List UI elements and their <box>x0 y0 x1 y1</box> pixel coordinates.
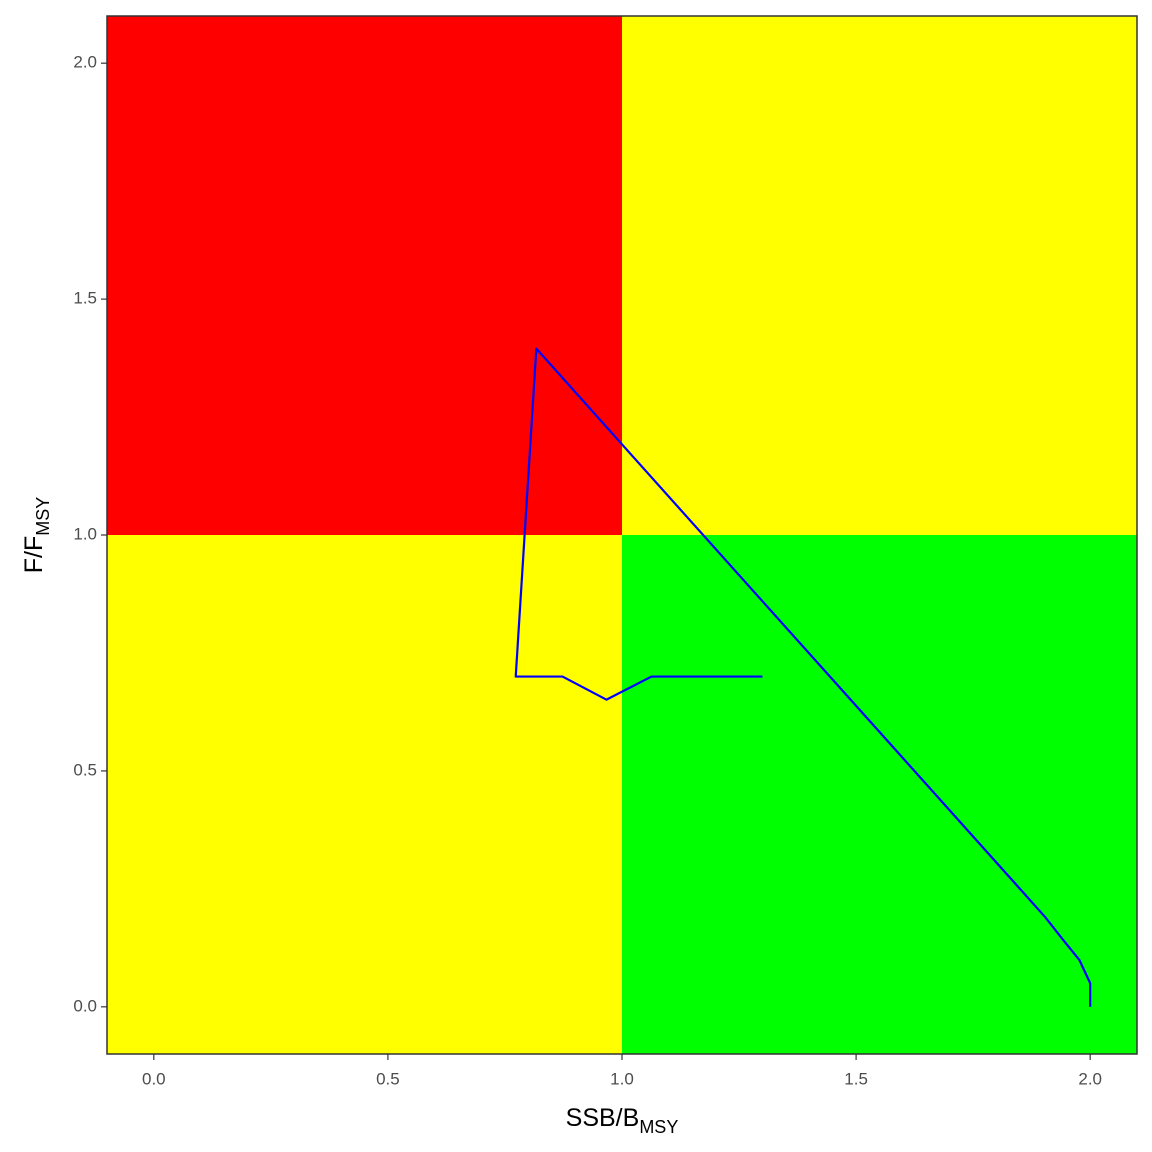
axes: 0.0 0.5 1.0 1.5 2.0 0.0 0.5 1.0 1.5 2.0 <box>73 53 1102 1089</box>
zone-upper-left <box>107 16 622 535</box>
y-tick-label: 0.0 <box>73 996 97 1015</box>
zone-lower-left <box>107 535 622 1054</box>
x-title-main: SSB/B <box>566 1104 640 1132</box>
y-tick-label: 0.5 <box>73 760 97 779</box>
trajectory-line <box>514 347 1092 1007</box>
plot-border <box>106 15 1138 1055</box>
x-axis-title: SSB/BMSY <box>566 1104 679 1137</box>
y-axis-title: F/FMSY <box>20 497 53 574</box>
x-tick-label: 0.5 <box>376 1069 400 1088</box>
y-tick-label: 1.5 <box>73 289 97 308</box>
x-tick-label: 1.5 <box>844 1069 868 1088</box>
y-tick-label: 2.0 <box>73 53 97 72</box>
x-tick-label: 1.0 <box>610 1069 634 1088</box>
zone-lower-right <box>622 535 1137 1054</box>
x-tick-label: 0.0 <box>142 1069 166 1088</box>
y-title-main: F/F <box>20 536 48 574</box>
zone-upper-right <box>622 16 1137 535</box>
zones <box>107 16 1137 1054</box>
x-title-sub: MSY <box>639 1117 678 1137</box>
y-title-sub: MSY <box>33 497 53 536</box>
y-tick-label: 1.0 <box>73 524 97 543</box>
x-tick-label: 2.0 <box>1078 1069 1102 1088</box>
